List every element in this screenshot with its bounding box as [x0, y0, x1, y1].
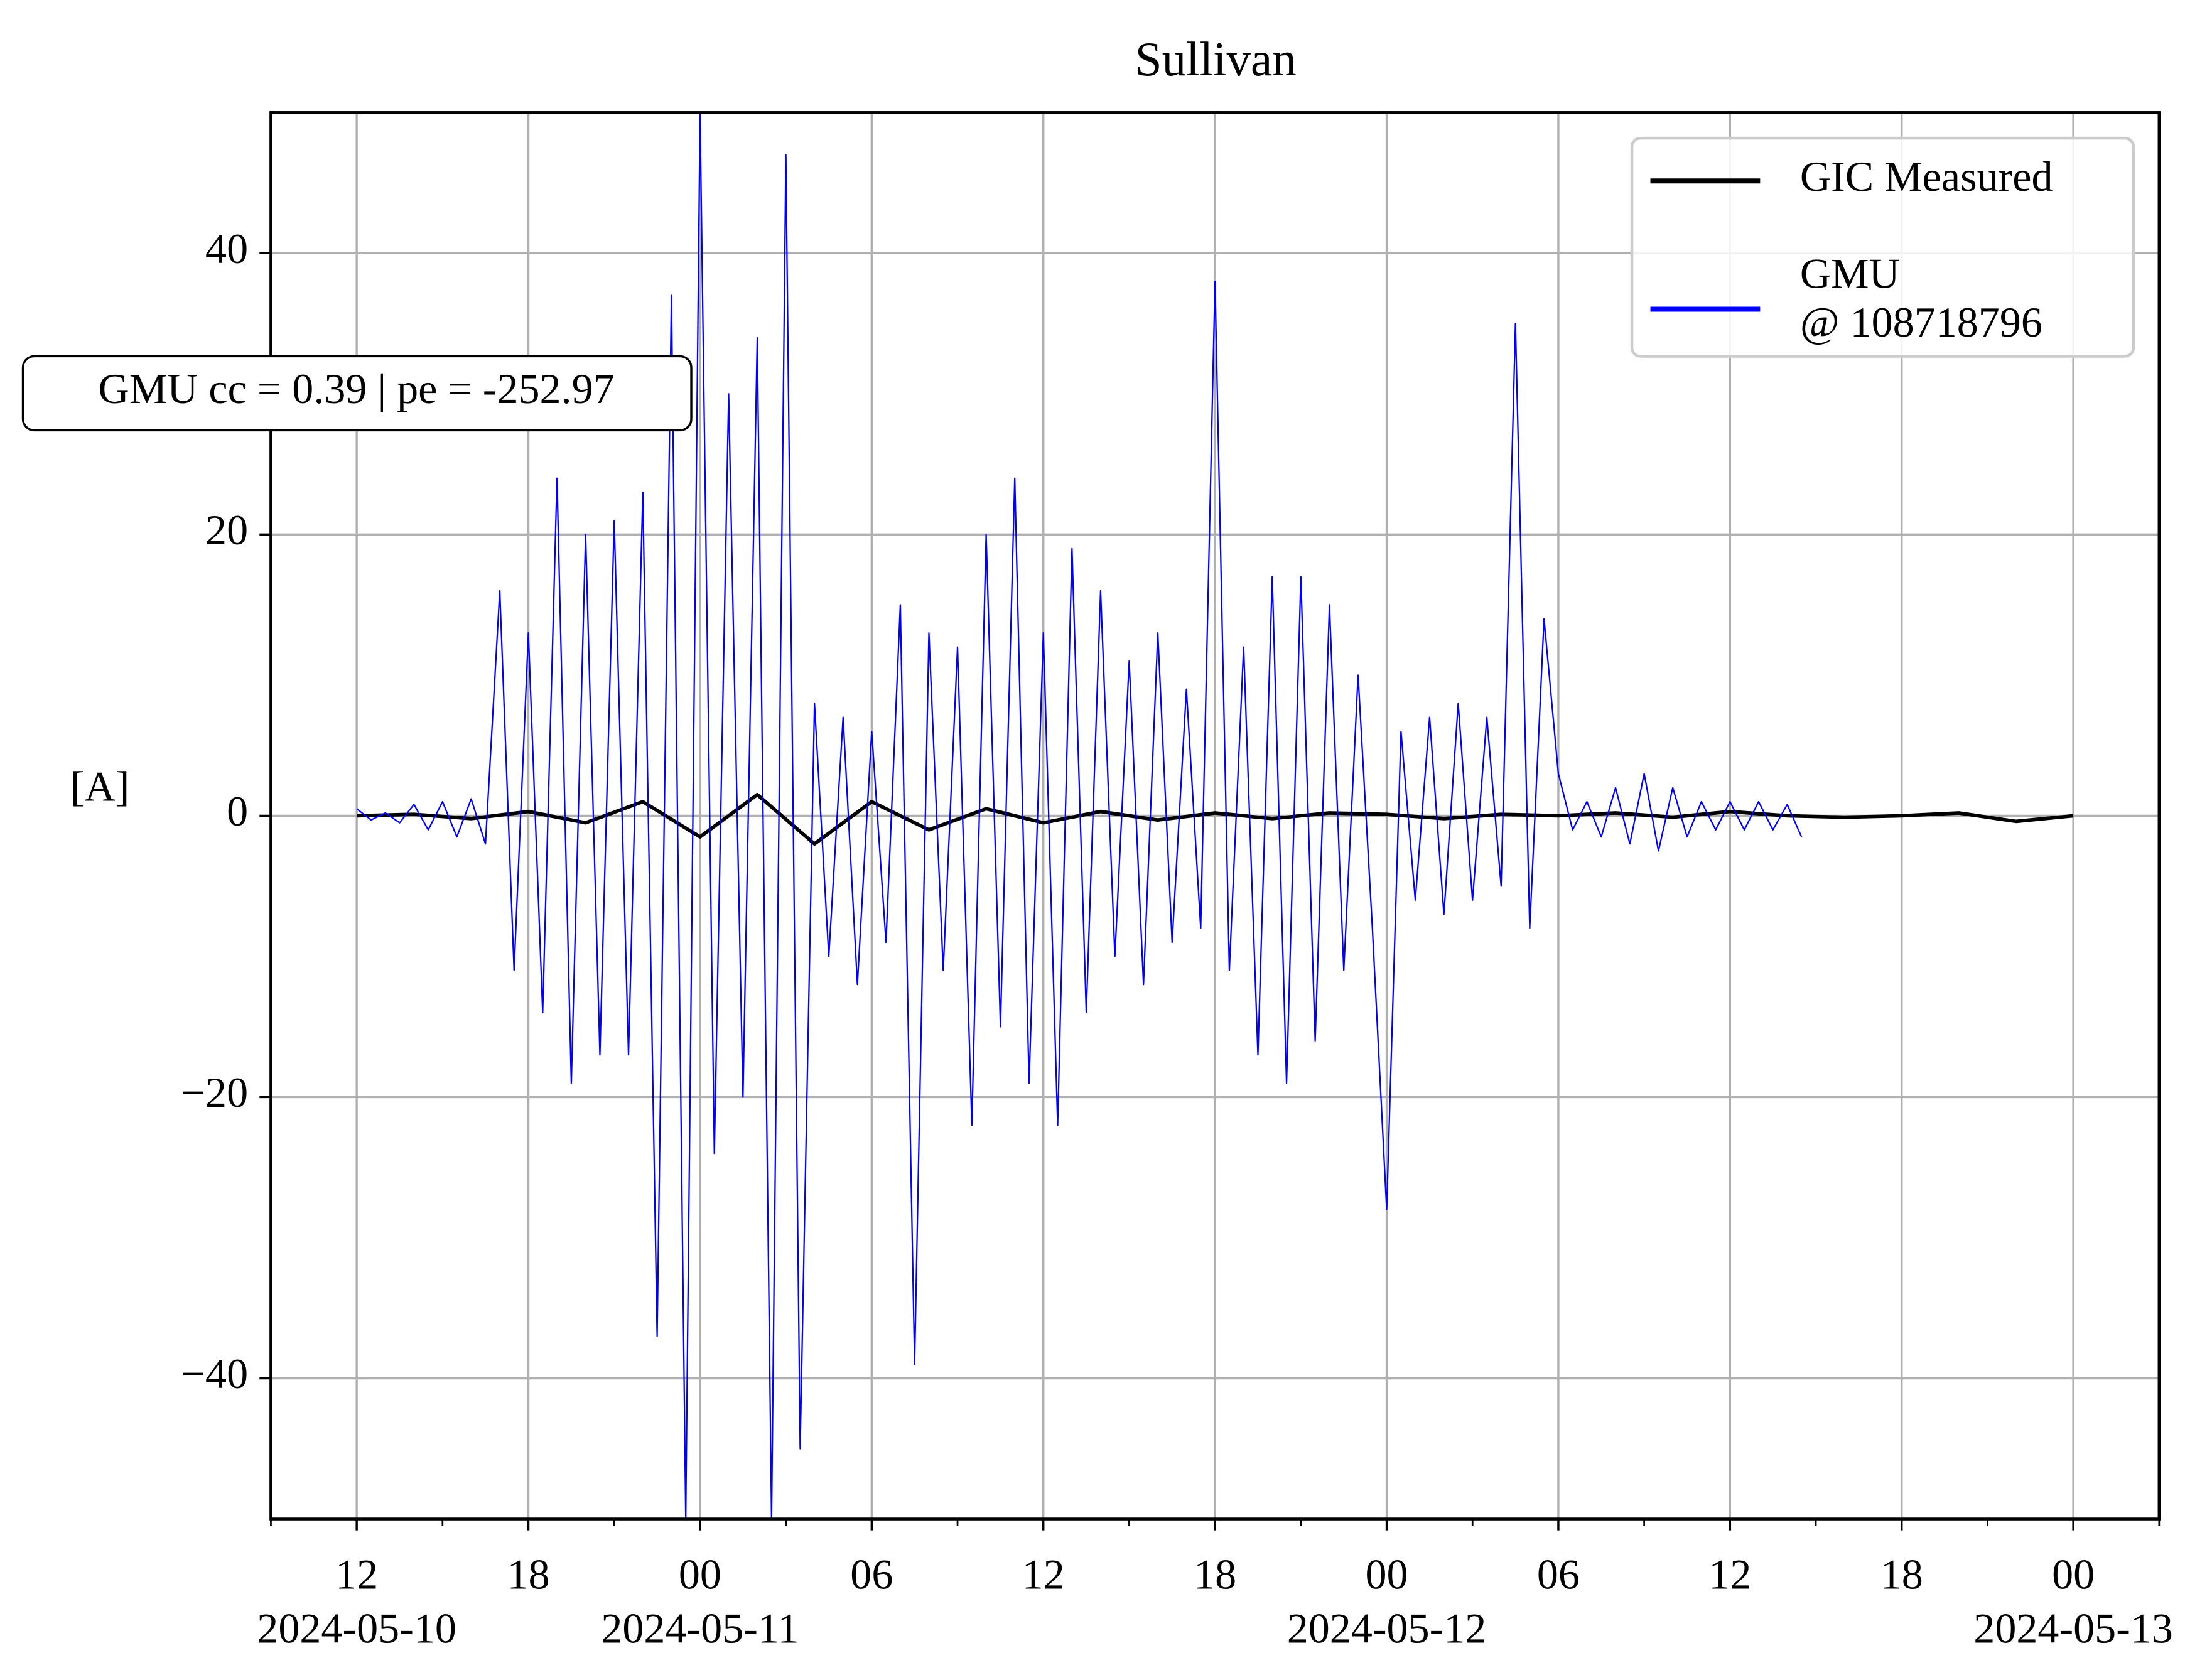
annotation: GMU cc = 0.39 | pe = -252.97 — [21, 355, 693, 432]
legend-label: GMU @ 108718796 — [1800, 249, 2042, 345]
y-tick-label: 0 — [227, 787, 248, 835]
y-tick-label: 40 — [205, 225, 248, 272]
x-tick-label: 00 — [2052, 1550, 2095, 1598]
ticks: −40 −20 0 20 40 12 2024-05-10 18 00 2024-05-11 06 1… — [181, 225, 2173, 1652]
legend: GIC Measured GMU @ 108718796 — [1630, 136, 2135, 358]
x-tick-date: 2024-05-12 — [1287, 1605, 1487, 1652]
x-tick-date: 2024-05-13 — [1973, 1605, 2173, 1652]
x-tick-label: 12 — [335, 1550, 378, 1598]
y-tick-label: −20 — [181, 1069, 248, 1116]
annotation-box — [21, 355, 693, 432]
x-tick-label: 18 — [507, 1550, 550, 1598]
y-axis-label: [A] — [70, 762, 130, 810]
x-tick-label: 06 — [1537, 1550, 1580, 1598]
x-tick-label: 06 — [850, 1550, 893, 1598]
x-tick-label: 00 — [679, 1550, 721, 1598]
x-tick-label: 00 — [1365, 1550, 1408, 1598]
series-line — [357, 792, 2074, 846]
annotation-text: GMU cc = 0.39 | pe = -252.97 — [99, 365, 615, 412]
plot-lines — [356, 112, 2074, 1519]
y-tick-label: 20 — [205, 506, 248, 554]
chart-title: Sullivan — [1135, 32, 1297, 86]
series-line — [356, 112, 1803, 1519]
x-tick-date: 2024-05-10 — [257, 1605, 456, 1652]
x-tick-label: 12 — [1022, 1550, 1065, 1598]
x-tick-label: 12 — [1708, 1550, 1751, 1598]
x-tick-label: 18 — [1880, 1550, 1923, 1598]
legend-box — [1630, 136, 2135, 358]
x-tick-label: 18 — [1194, 1550, 1236, 1598]
y-tick-label: −40 — [181, 1350, 248, 1397]
legend-label: GIC Measured — [1800, 153, 2053, 200]
x-tick-date: 2024-05-11 — [601, 1605, 799, 1652]
